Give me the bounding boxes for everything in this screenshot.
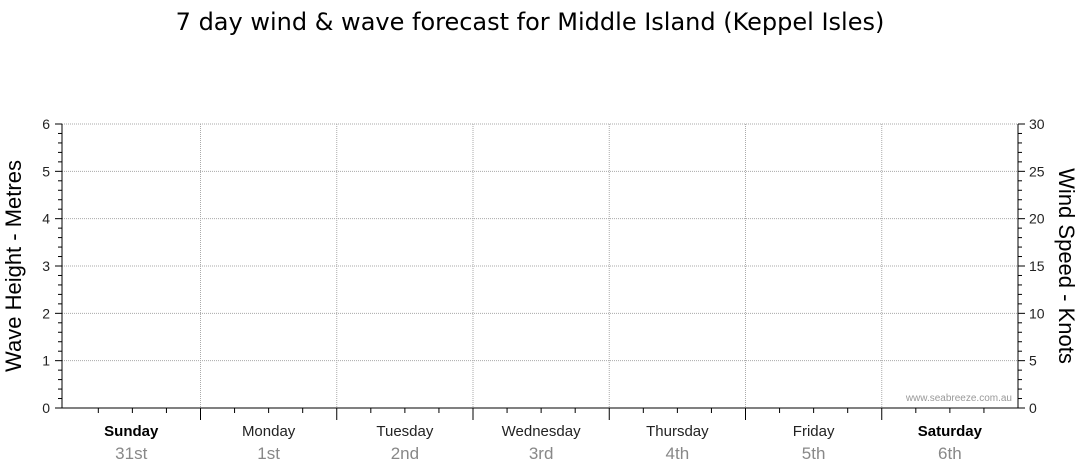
right-tick-label: 5 [1029,353,1037,369]
left-tick-label: 3 [42,258,50,274]
left-tick-label: 1 [42,353,50,369]
left-tick-label: 2 [42,305,50,321]
chart-title: 7 day wind & wave forecast for Middle Is… [176,8,885,36]
axes-layer [55,123,1025,420]
day-date-label: 4th [666,444,690,463]
watermark-text: www.seabreeze.com.au [905,393,1012,404]
day-date-label: 31st [115,444,147,463]
day-name-label: Sunday [104,423,159,440]
day-date-label: 6th [938,444,962,463]
left-tick-label: 0 [42,400,50,416]
day-date-label: 5th [802,444,826,463]
day-name-label: Friday [793,423,835,440]
day-name-label: Monday [242,423,296,440]
day-name-label: Wednesday [502,423,581,440]
left-axis-title: Wave Height - Metres [1,160,26,372]
left-tick-label: 5 [42,163,50,179]
day-date-label: 2nd [391,444,419,463]
labels-layer: 0 1 2 3 4 5 6 0 5 10 15 20 25 30 Sunday 31st Monday 1st Tu… [42,116,1045,463]
right-tick-label: 20 [1029,211,1045,227]
right-axis-title: Wind Speed - Knots [1054,168,1079,364]
left-tick-label: 4 [42,211,50,227]
day-name-label: Tuesday [376,423,433,440]
day-date-label: 1st [257,444,280,463]
right-tick-label: 30 [1029,116,1045,132]
right-tick-label: 25 [1029,163,1045,179]
right-tick-label: 0 [1029,400,1037,416]
right-tick-label: 10 [1029,305,1045,321]
grid-layer [62,123,1018,408]
day-name-label: Saturday [918,423,983,440]
right-tick-label: 15 [1029,258,1045,274]
day-date-label: 3rd [529,444,554,463]
day-name-label: Thursday [646,423,709,440]
left-tick-label: 6 [42,116,50,132]
